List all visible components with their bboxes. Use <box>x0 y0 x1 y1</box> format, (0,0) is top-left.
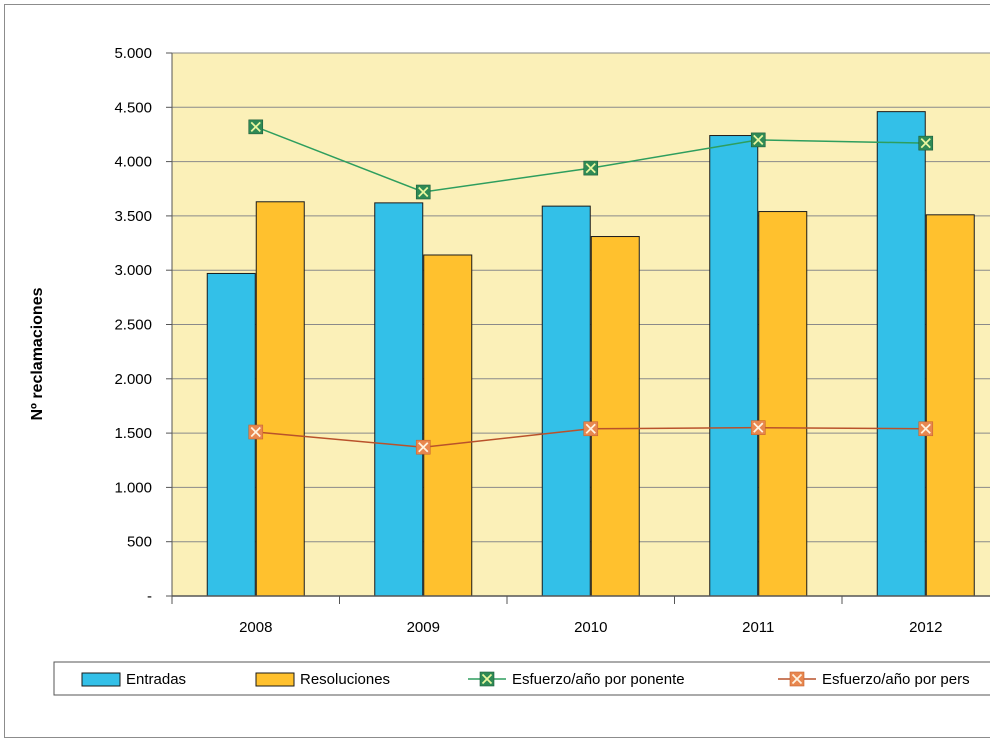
y-axis-title: Nº reclamaciones <box>29 287 46 420</box>
x-tick-label-2012: 2012 <box>909 619 942 636</box>
legend-entry-4: Esfuerzo/año por pers <box>778 671 970 688</box>
chart-frame <box>4 4 990 738</box>
legend-label: Esfuerzo/año por ponente <box>512 671 685 688</box>
legend-marker <box>479 671 495 687</box>
legend: Entradas Resoluciones Esfuerzo/año por pon… <box>53 661 990 696</box>
y-tick-label: 3.000 <box>114 262 152 279</box>
bars <box>206 111 975 597</box>
legend-box <box>53 661 990 696</box>
legend-entry-3: Esfuerzo/año por ponente <box>468 671 685 688</box>
bar-entradas-2012 <box>876 111 926 597</box>
bar-resoluciones-2008 <box>255 201 305 597</box>
legend-label: Entradas <box>126 671 186 688</box>
legend-label: Resoluciones <box>300 671 390 688</box>
legend-label: Esfuerzo/año por pers <box>822 671 970 688</box>
bar-entradas-2010 <box>541 205 591 597</box>
point-series-1-2010 <box>583 160 599 176</box>
x-tick-label-2009: 2009 <box>407 619 440 636</box>
y-tick-label: 2.000 <box>114 371 152 388</box>
series-lines <box>248 119 934 455</box>
point-series-2-2009 <box>415 439 431 455</box>
point-series-2-2010 <box>583 421 599 437</box>
y-tick-label: - <box>147 588 152 605</box>
y-tick-label: 4.000 <box>114 154 152 171</box>
bar-entradas-2011 <box>709 135 759 597</box>
point-series-1-2008 <box>248 119 264 135</box>
point-series-1-2012 <box>918 135 934 151</box>
y-tick-label: 1.500 <box>114 425 152 442</box>
x-tick-label-2010: 2010 <box>574 619 607 636</box>
y-tick-label: 1.000 <box>114 479 152 496</box>
legend-entry-2: Resoluciones <box>255 671 390 688</box>
point-series-2-2012 <box>918 421 934 437</box>
bar-resoluciones-2009 <box>423 254 473 597</box>
legend-swatch <box>81 672 121 687</box>
bar-entradas-2008 <box>206 272 256 597</box>
legend-swatch <box>255 672 295 687</box>
point-series-2-2008 <box>248 424 264 440</box>
y-tick-label: 500 <box>127 534 152 551</box>
bar-resoluciones-2011 <box>758 211 808 597</box>
point-series-1-2011 <box>750 132 766 148</box>
point-series-2-2011 <box>750 420 766 435</box>
axes: - 500 1.000 1.500 2.000 2.500 3.000 3.500 4.000 4… <box>114 45 990 636</box>
y-tick-label: 2.500 <box>114 317 152 334</box>
y-tick-label: 4.500 <box>114 99 152 116</box>
point-series-1-2009 <box>415 184 431 200</box>
bar-entradas-2009 <box>374 202 424 597</box>
y-tick-label: 3.500 <box>114 208 152 225</box>
x-tick-label-2011: 2011 <box>742 619 774 636</box>
legend-marker <box>789 671 805 687</box>
legend-entry-1: Entradas <box>81 671 186 688</box>
bar-resoluciones-2012 <box>925 214 975 597</box>
x-tick-label-2008: 2008 <box>239 619 272 636</box>
y-tick-label: 5.000 <box>114 45 152 62</box>
bar-resoluciones-2010 <box>590 236 640 597</box>
